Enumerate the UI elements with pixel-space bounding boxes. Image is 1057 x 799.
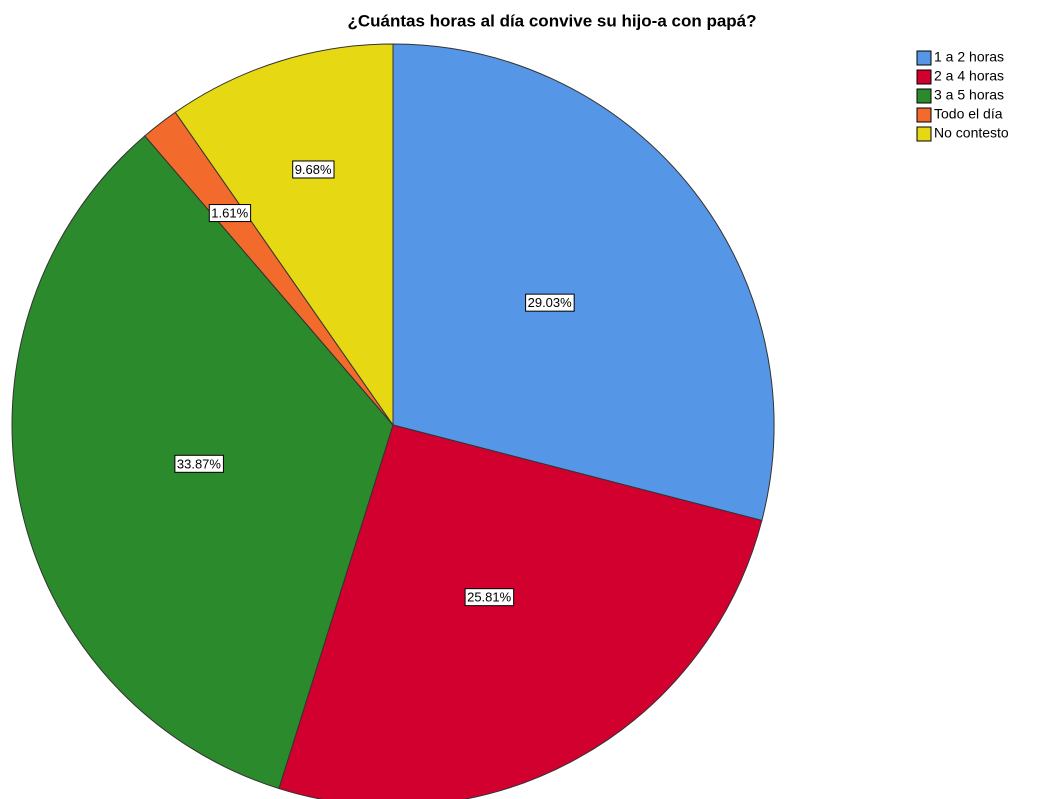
chart-title: ¿Cuántas horas al día convive su hijo-a … [347, 11, 756, 30]
data-label: 33.87% [177, 456, 222, 471]
data-label-box [174, 454, 224, 473]
data-label: 9.68% [295, 162, 332, 177]
data-label-box [464, 588, 515, 607]
data-label-box [525, 293, 575, 312]
pie-slice [392, 43, 775, 522]
legend-label: No contesto [934, 125, 1009, 141]
legend-swatch [916, 50, 932, 66]
legend-label: 2 a 4 horas [934, 68, 1004, 84]
legend-label: Todo el día [934, 106, 1003, 122]
data-label-box [208, 204, 252, 223]
legend-swatch [916, 69, 932, 85]
pie-slice [174, 43, 394, 427]
legend-swatch [916, 107, 932, 123]
data-label: 1.61% [211, 206, 248, 221]
pie-slice [278, 424, 763, 799]
legend-label: 3 a 5 horas [934, 87, 1004, 103]
data-label: 25.81% [467, 590, 512, 605]
legend-swatch [916, 126, 932, 142]
data-label: 29.03% [528, 295, 573, 310]
legend-label: 1 a 2 horas [934, 49, 1004, 65]
legend-swatch [916, 88, 932, 104]
data-label-box [292, 160, 335, 179]
